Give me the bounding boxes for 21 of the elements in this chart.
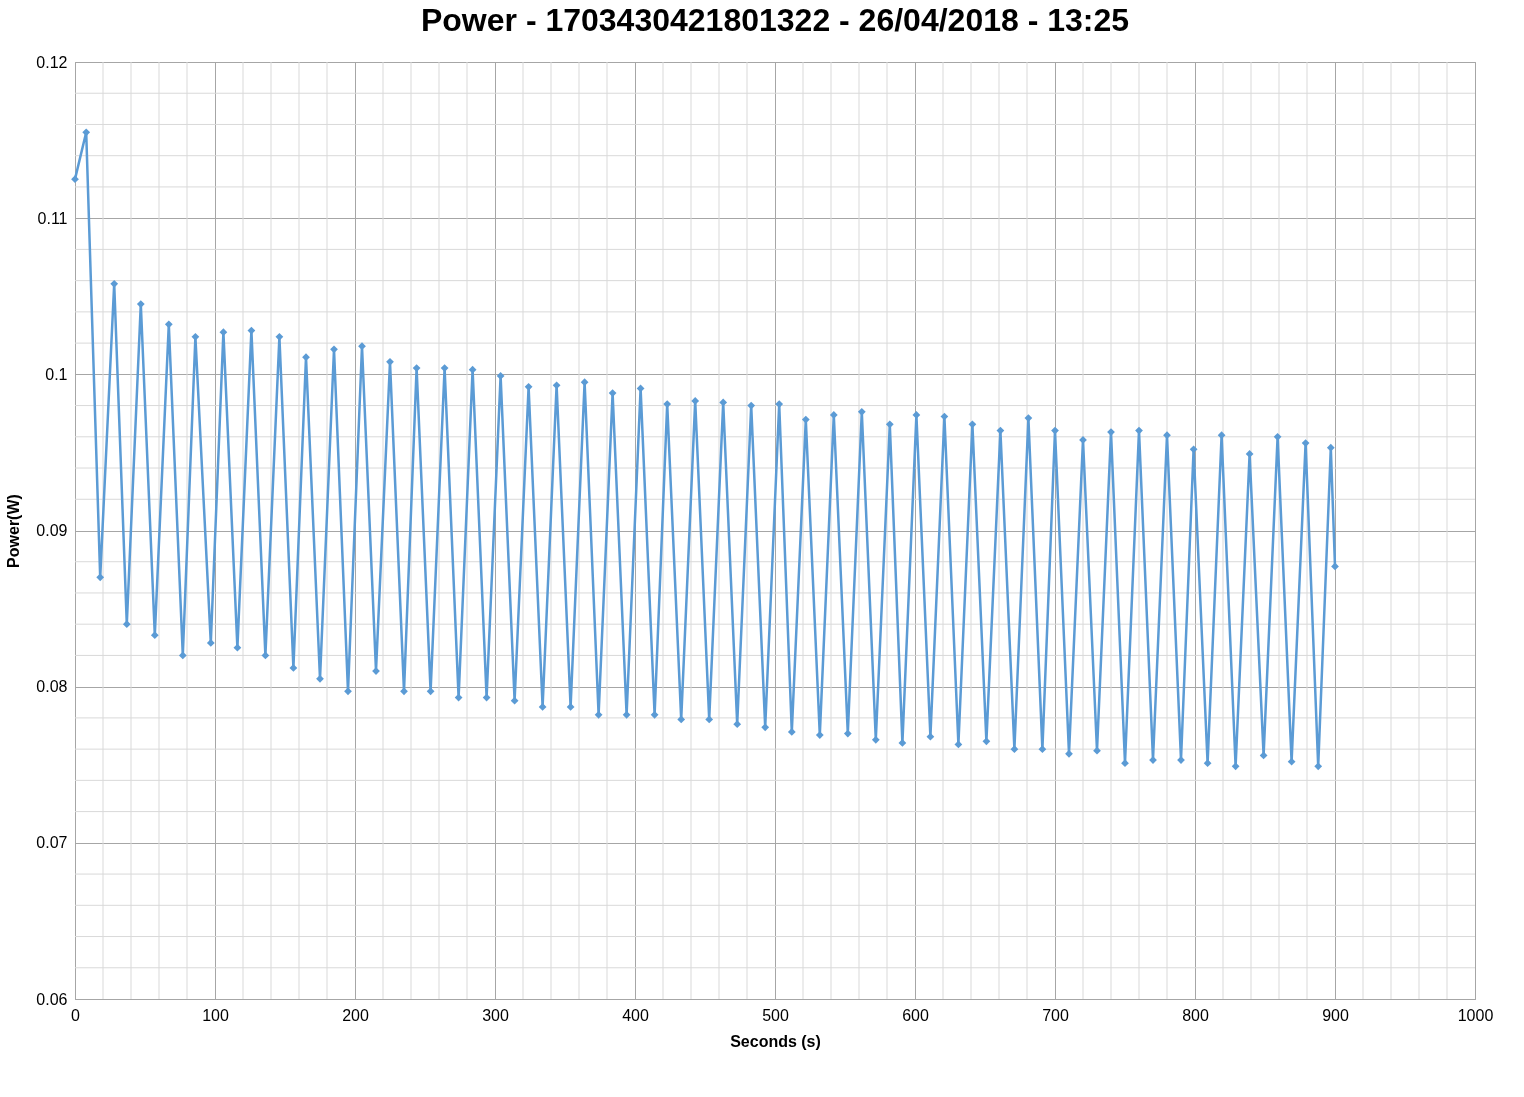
x-tick-label: 300	[482, 1006, 509, 1024]
chart-title: Power - 1703430421801322 - 26/04/2018 - 13:25	[420, 2, 1130, 38]
y-tick-label: 0.08	[36, 678, 68, 696]
x-tick-label: 1000	[1457, 1006, 1494, 1024]
x-tick-label: 100	[202, 1006, 229, 1024]
y-tick-label: 0.11	[37, 209, 68, 227]
x-tick-label: 700	[1042, 1006, 1069, 1024]
y-tick-label: 0.06	[36, 990, 68, 1008]
y-axis-title: Power(W)	[5, 494, 23, 568]
y-tick-label: 0.09	[36, 522, 68, 539]
x-tick-label: 800	[1182, 1006, 1209, 1024]
x-axis-title: Seconds (s)	[730, 1032, 821, 1050]
y-tick-label: 0.1	[45, 365, 68, 383]
x-tick-label: 900	[1322, 1006, 1349, 1024]
y-tick-label: 0.07	[36, 834, 68, 852]
x-tick-label: 200	[342, 1006, 369, 1024]
x-tick-label: 600	[902, 1006, 929, 1024]
x-tick-label: 400	[622, 1006, 649, 1024]
x-tick-label: 0	[71, 1006, 81, 1024]
y-tick-label: 0.12	[36, 53, 68, 71]
x-tick-label: 500	[762, 1006, 789, 1024]
